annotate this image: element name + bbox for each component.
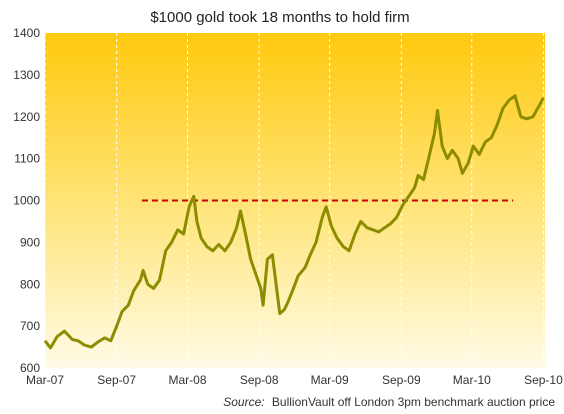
source-label: Source: xyxy=(223,395,264,409)
x-tick-label: Sep-07 xyxy=(97,373,136,387)
x-axis: Mar-07 Sep-07 Mar-08 Sep-08 Mar-09 Sep-09 Mar-… xyxy=(26,33,563,387)
gold-price-series-line xyxy=(43,94,545,350)
y-tick-label: 1200 xyxy=(13,110,40,124)
x-tick-label: Mar-09 xyxy=(311,373,349,387)
y-axis: 600 700 800 900 1000 1100 1200 1300 1400 xyxy=(13,26,40,375)
y-tick-label: 1400 xyxy=(13,26,40,40)
source-note: Source: BullionVault off London 3pm benc… xyxy=(223,395,555,409)
source-text: BullionVault off London 3pm benchmark au… xyxy=(272,395,555,409)
y-tick-label: 700 xyxy=(20,319,40,333)
y-tick-label: 600 xyxy=(20,361,40,375)
y-tick-label: 900 xyxy=(20,235,40,249)
y-tick-label: 800 xyxy=(20,277,40,291)
chart-title: $1000 gold took 18 months to hold firm xyxy=(150,9,409,26)
y-tick-label: 1300 xyxy=(13,68,40,82)
x-tick-label: Sep-08 xyxy=(240,373,279,387)
x-tick-label: Mar-08 xyxy=(169,373,207,387)
y-tick-label: 1100 xyxy=(14,152,40,166)
x-tick-label: Mar-07 xyxy=(26,373,64,387)
y-tick-label: 1000 xyxy=(13,194,40,208)
x-tick-label: Mar-10 xyxy=(453,373,491,387)
x-tick-label: Sep-10 xyxy=(524,373,563,387)
x-tick-label: Sep-09 xyxy=(382,373,421,387)
